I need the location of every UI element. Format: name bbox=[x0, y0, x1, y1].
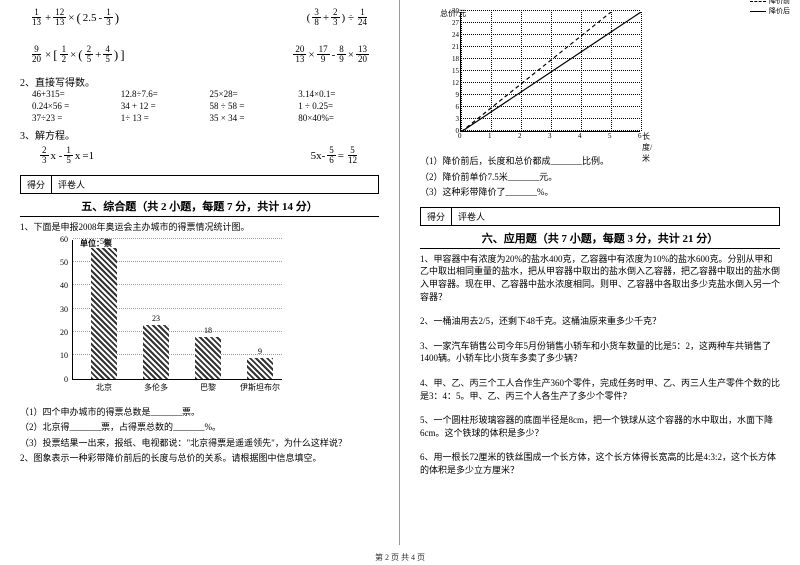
sec5-title: 五、综合题（共 2 小题，每题 7 分，共计 14 分） bbox=[20, 198, 379, 217]
q5-1c: （3）投票结果一出来，报纸、电视都说："北京得票是遥遥领先"，为什么这样说？ bbox=[20, 437, 379, 450]
q5-1a: （1）四个申办城市的得票总数是_______票。 bbox=[20, 406, 379, 419]
eq-2: 5x- 56 = 512 bbox=[311, 146, 359, 165]
q5-2c: （3）这种彩带降价了_______%。 bbox=[420, 186, 780, 199]
line-chart: 长度/米 0369121518212427300123456 bbox=[460, 12, 640, 132]
dash-icon bbox=[750, 1, 766, 2]
q5-2: 2、图象表示一种彩带降价前后的长度与总价的关系。请根据图中信息填空。 bbox=[20, 452, 379, 465]
expr-1a: 113+1213×(2.5-13) bbox=[30, 8, 119, 27]
score-box-6: 得分评卷人 bbox=[420, 207, 780, 226]
chart-legend: 降价前 降价后 bbox=[750, 0, 790, 16]
score-box-5: 得分评卷人 bbox=[20, 175, 379, 194]
q5-2b: （2）降价前单价7.5米_______元。 bbox=[420, 171, 780, 184]
q5-1b: （2）北京得_______票，占得票总数的_______%。 bbox=[20, 421, 379, 434]
sec6-title: 六、应用题（共 7 小题，每题 3 分，共计 21 分） bbox=[420, 230, 780, 249]
q6-6: 6、用一根长72厘米的铁丝围成一个长方体，这个长方体得长宽高的比是4:3:2，这… bbox=[420, 451, 780, 476]
expr-1b: (38 + 23) ÷124 bbox=[307, 8, 369, 27]
q6-5: 5、一个圆柱形玻璃容器的底面半径是8cm，把一个铁球从这个容器的水中取出，水面下… bbox=[420, 414, 780, 439]
expr-2a: 920×[12×(25+45)] bbox=[30, 45, 125, 64]
q5-1: 1、下面是申报2008年奥运会主办城市的得票情况统计图。 bbox=[20, 221, 379, 234]
q2-title: 2、直接写得数。 bbox=[20, 74, 379, 89]
expr-2b: 2013×179-89×1320 bbox=[293, 45, 369, 64]
q6-4: 4、甲、乙、丙三个工人合作生产360个零件，完成任务时甲、乙、丙三人生产零件个数… bbox=[420, 377, 780, 402]
q5-2a: （1）降价前后，长度和总价都成_______比例。 bbox=[420, 155, 780, 168]
calc-grid: 46+315=12.8÷7.6=25×28=3.14×0.1= 0.24×56 … bbox=[20, 89, 379, 123]
bar-chart: 单位：票 0102030405060 56北京23多伦多18巴黎9伊斯坦布尔 bbox=[50, 240, 290, 400]
q6-1: 1、甲容器中有浓度为20%的盐水400克，乙容器中有浓度为10%的盐水600克。… bbox=[420, 253, 780, 303]
solid-icon bbox=[750, 11, 766, 12]
q3-title: 3、解方程。 bbox=[20, 127, 379, 142]
q6-2: 2、一桶油用去2/5，还剩下48千克。这桶油原来重多少千克？ bbox=[420, 315, 780, 328]
eq-1: 23 x - 15 x =1 bbox=[40, 146, 94, 165]
q6-3: 3、一家汽车销售公司今年5月份销售小轿车和小货车数量的比是5：2，这两种车共销售… bbox=[420, 340, 780, 365]
page-footer: 第 2 页 共 4 页 bbox=[0, 552, 800, 563]
